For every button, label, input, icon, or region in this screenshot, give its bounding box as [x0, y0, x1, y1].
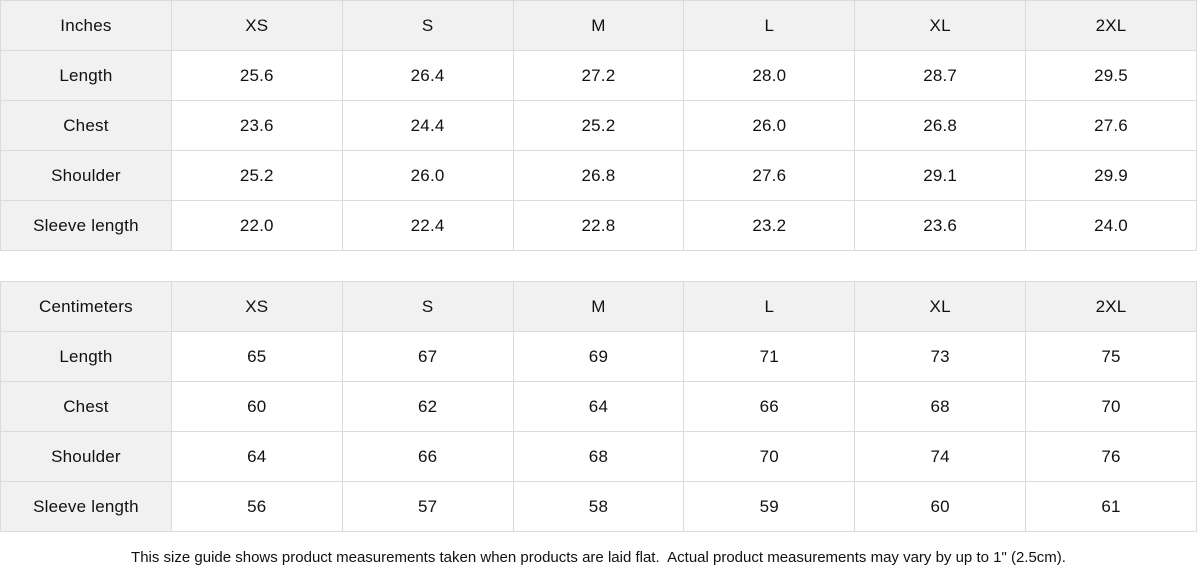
size-column-header: L [683, 0, 856, 51]
measurement-value: 23.2 [683, 200, 856, 251]
size-column-header: XL [854, 0, 1027, 51]
measurement-label: Length [0, 331, 172, 382]
measurement-value: 29.9 [1025, 150, 1197, 201]
measurement-value: 65 [170, 331, 343, 382]
measurement-value: 26.0 [683, 100, 856, 151]
measurement-value: 23.6 [854, 200, 1027, 251]
measurement-value: 66 [341, 431, 514, 482]
measurement-value: 28.0 [683, 50, 856, 101]
measurement-value: 23.6 [170, 100, 343, 151]
unit-label: Inches [0, 0, 172, 51]
size-header-row: Inches XS S M L XL 2XL [0, 0, 1197, 51]
measurement-value: 70 [683, 431, 856, 482]
size-column-header: S [341, 281, 514, 332]
measurement-value: 26.8 [854, 100, 1027, 151]
measurement-value: 60 [854, 481, 1027, 532]
inches-size-table: Inches XS S M L XL 2XL Length 25.6 26.4 27.2 28.0 28… [0, 0, 1197, 251]
measurement-value: 75 [1025, 331, 1197, 382]
measurement-value: 22.8 [512, 200, 685, 251]
measurement-value: 26.0 [341, 150, 514, 201]
measurement-value: 29.1 [854, 150, 1027, 201]
measurement-value: 25.2 [512, 100, 685, 151]
measurement-value: 67 [341, 331, 514, 382]
measurement-value: 61 [1025, 481, 1197, 532]
size-column-header: S [341, 0, 514, 51]
measurement-row: Length 25.6 26.4 27.2 28.0 28.7 29.5 [0, 50, 1197, 101]
measurement-row: Shoulder 25.2 26.0 26.8 27.6 29.1 29.9 [0, 150, 1197, 201]
measurement-value: 22.0 [170, 200, 343, 251]
measurement-label: Sleeve length [0, 200, 172, 251]
measurement-label: Shoulder [0, 431, 172, 482]
measurement-value: 58 [512, 481, 685, 532]
size-header-row: Centimeters XS S M L XL 2XL [0, 281, 1197, 332]
measurement-value: 73 [854, 331, 1027, 382]
measurement-value: 70 [1025, 381, 1197, 432]
measurement-value: 62 [341, 381, 514, 432]
measurement-label: Chest [0, 381, 172, 432]
size-column-header: M [512, 281, 685, 332]
measurement-value: 28.7 [854, 50, 1027, 101]
measurement-value: 25.6 [170, 50, 343, 101]
measurement-value: 60 [170, 381, 343, 432]
measurement-value: 27.6 [1025, 100, 1197, 151]
size-column-header: 2XL [1025, 281, 1197, 332]
measurement-value: 27.2 [512, 50, 685, 101]
size-column-header: 2XL [1025, 0, 1197, 51]
measurement-row: Chest 60 62 64 66 68 70 [0, 381, 1197, 432]
measurement-value: 27.6 [683, 150, 856, 201]
measurement-value: 64 [512, 381, 685, 432]
measurement-value: 24.4 [341, 100, 514, 151]
measurement-value: 66 [683, 381, 856, 432]
size-guide-note: This size guide shows product measuremen… [0, 532, 1197, 580]
measurement-row: Shoulder 64 66 68 70 74 76 [0, 431, 1197, 482]
measurement-label: Sleeve length [0, 481, 172, 532]
measurement-value: 22.4 [341, 200, 514, 251]
size-column-header: M [512, 0, 685, 51]
measurement-row: Sleeve length 22.0 22.4 22.8 23.2 23.6 24.0 [0, 200, 1197, 251]
measurement-label: Length [0, 50, 172, 101]
measurement-label: Chest [0, 100, 172, 151]
size-column-header: XL [854, 281, 1027, 332]
measurement-value: 29.5 [1025, 50, 1197, 101]
size-column-header: XS [170, 281, 343, 332]
measurement-value: 76 [1025, 431, 1197, 482]
measurement-value: 26.8 [512, 150, 685, 201]
unit-label: Centimeters [0, 281, 172, 332]
measurement-value: 57 [341, 481, 514, 532]
measurement-value: 74 [854, 431, 1027, 482]
measurement-value: 59 [683, 481, 856, 532]
measurement-value: 68 [512, 431, 685, 482]
size-column-header: XS [170, 0, 343, 51]
measurement-value: 68 [854, 381, 1027, 432]
measurement-value: 56 [170, 481, 343, 532]
table-spacer [0, 251, 1197, 281]
measurement-value: 64 [170, 431, 343, 482]
centimeters-size-table: Centimeters XS S M L XL 2XL Length 65 67 69 71 73 75 C… [0, 281, 1197, 532]
measurement-value: 25.2 [170, 150, 343, 201]
measurement-value: 24.0 [1025, 200, 1197, 251]
size-column-header: L [683, 281, 856, 332]
measurement-value: 69 [512, 331, 685, 382]
measurement-value: 71 [683, 331, 856, 382]
measurement-row: Sleeve length 56 57 58 59 60 61 [0, 481, 1197, 532]
measurement-row: Chest 23.6 24.4 25.2 26.0 26.8 27.6 [0, 100, 1197, 151]
measurement-label: Shoulder [0, 150, 172, 201]
measurement-row: Length 65 67 69 71 73 75 [0, 331, 1197, 382]
measurement-value: 26.4 [341, 50, 514, 101]
